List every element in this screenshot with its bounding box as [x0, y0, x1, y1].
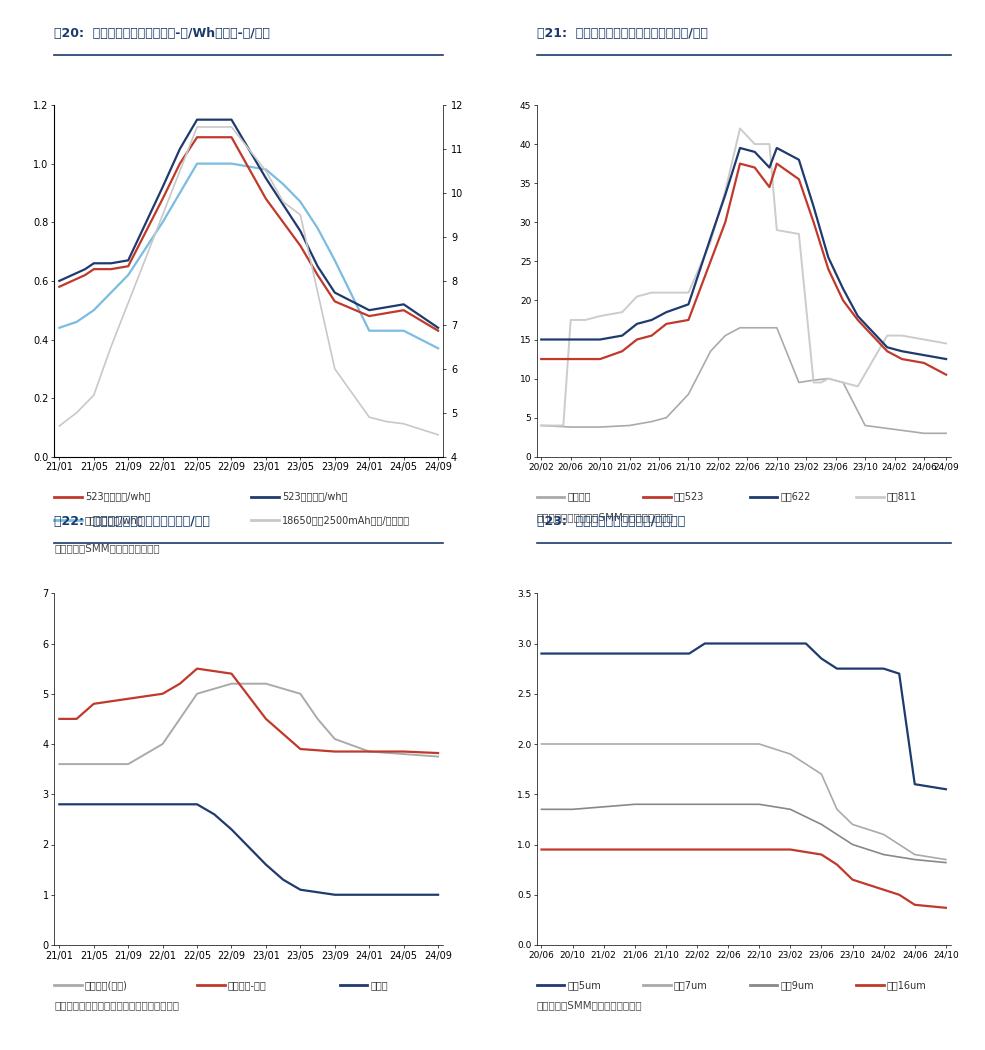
- Text: 方形铁锂（元/wh）: 方形铁锂（元/wh）: [85, 514, 144, 525]
- Text: 湿法5um: 湿法5um: [567, 980, 601, 990]
- Text: 523方形（元/wh）: 523方形（元/wh）: [85, 491, 150, 502]
- Text: 图23:  部分隔膜价格走势（元/平方米）: 图23: 部分隔膜价格走势（元/平方米）: [537, 516, 686, 528]
- Text: 人造负极-百川: 人造负极-百川: [228, 980, 266, 990]
- Text: 图20:  部分电芯价格走势（左轴-元/Wh、右轴-元/支）: 图20: 部分电芯价格走势（左轴-元/Wh、右轴-元/支）: [54, 27, 270, 40]
- Text: 数据来源：鑫椤资讯、百川，东吴证券研究所: 数据来源：鑫椤资讯、百川，东吴证券研究所: [54, 1000, 179, 1010]
- Text: 图22:  电池负极材料价格走势（万元/吨）: 图22: 电池负极材料价格走势（万元/吨）: [54, 516, 210, 528]
- Text: 湿法7um: 湿法7um: [674, 980, 707, 990]
- Text: 磷酸铁锂: 磷酸铁锂: [567, 491, 591, 502]
- Text: 数据来源：SMM，东吴证券研究所: 数据来源：SMM，东吴证券研究所: [54, 543, 160, 553]
- Text: 三元622: 三元622: [780, 491, 811, 502]
- Text: 三元811: 三元811: [886, 491, 917, 502]
- Text: 湿法9um: 湿法9um: [780, 980, 814, 990]
- Text: 干法16um: 干法16um: [886, 980, 926, 990]
- Text: 18650圆柱2500mAh（元/支，右轴: 18650圆柱2500mAh（元/支，右轴: [282, 514, 410, 525]
- Text: 天然石墨(中端): 天然石墨(中端): [85, 980, 128, 990]
- Text: 图21:  部分电池正极材料价格走势（万元/吨）: 图21: 部分电池正极材料价格走势（万元/吨）: [537, 27, 707, 40]
- Text: 三元523: 三元523: [674, 491, 704, 502]
- Text: 数据来源：SMM，东吴证券研究所: 数据来源：SMM，东吴证券研究所: [537, 1000, 642, 1010]
- Text: 数据来源：鑫椤资讯、SMM，东吴证券研究所: 数据来源：鑫椤资讯、SMM，东吴证券研究所: [537, 511, 674, 522]
- Text: 523软包（元/wh）: 523软包（元/wh）: [282, 491, 347, 502]
- Text: 石墨化: 石墨化: [370, 980, 388, 990]
